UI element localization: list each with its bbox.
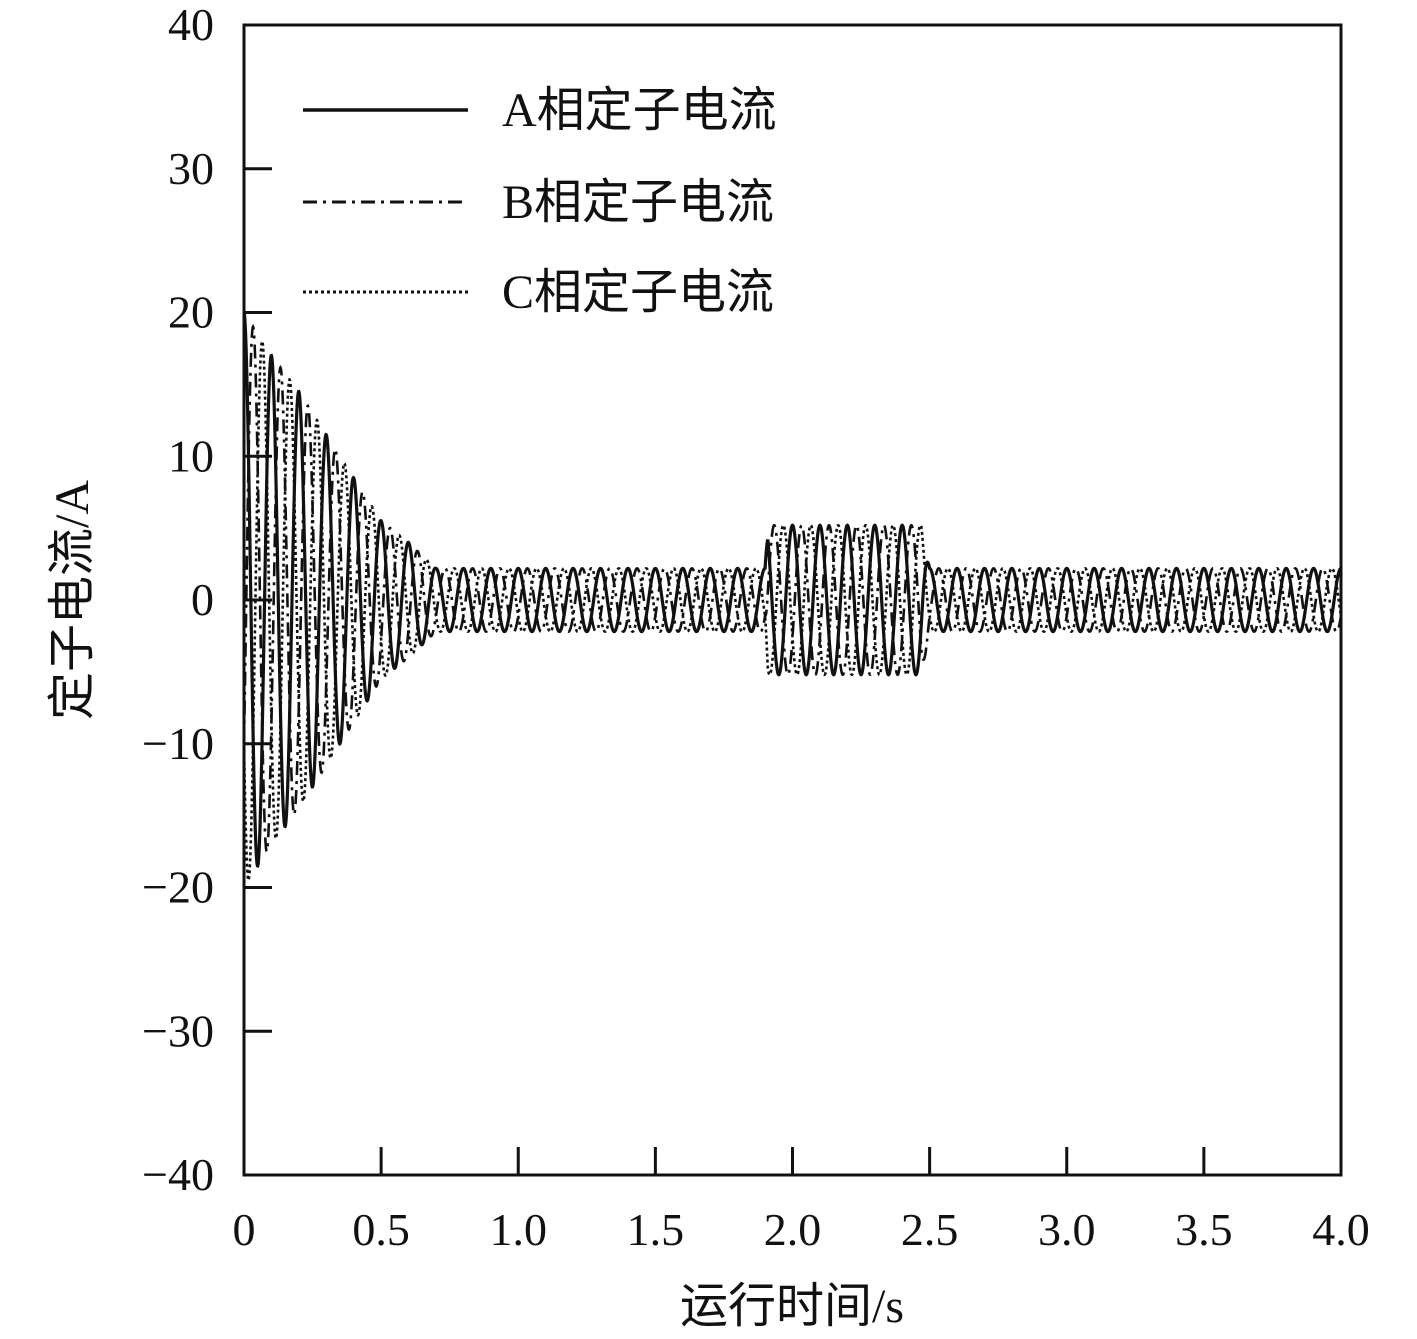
legend-label-c: C相定子电流 [502, 266, 774, 319]
x-tick-label: 0.5 [352, 1204, 410, 1255]
x-tick-label: 4.0 [1312, 1204, 1370, 1255]
y-tick-label: −20 [142, 862, 214, 913]
y-tick-label: −30 [142, 1005, 214, 1056]
y-tick-label: 40 [168, 0, 214, 50]
y-axis-label: 定子电流/A [46, 480, 99, 720]
x-tick-label: 0 [233, 1204, 256, 1255]
ticks-layer: 0 0.5 1.0 1.5 2.0 2.5 3.0 3.5 4.0 40 30 20 10 0 −10 −20… [142, 0, 1370, 1255]
x-tick-label: 2.5 [901, 1204, 959, 1255]
x-tick-label: 1.5 [627, 1204, 685, 1255]
series-line-a [242, 312, 1342, 869]
legend-label-b: B相定子电流 [502, 176, 774, 229]
legend-label-a: A相定子电流 [502, 84, 777, 137]
y-tick-label: −40 [142, 1149, 214, 1200]
y-tick-label: −10 [142, 718, 214, 769]
series-line-b [242, 323, 1343, 855]
x-tick-label: 3.5 [1175, 1204, 1233, 1255]
plot-frame [242, 23, 1343, 1177]
y-tick-label: 0 [191, 574, 214, 625]
x-tick-label: 1.0 [490, 1204, 548, 1255]
x-axis-label: 运行时间/s [680, 1280, 904, 1333]
series-layer [242, 312, 1343, 883]
y-tick-label: 20 [168, 287, 214, 338]
legend: A相定子电流 B相定子电流 C相定子电流 [303, 84, 777, 319]
x-tick-label: 3.0 [1038, 1204, 1096, 1255]
y-tick-label: 30 [168, 143, 214, 194]
y-tick-label: 10 [168, 430, 214, 481]
x-tick-label: 2.0 [764, 1204, 822, 1255]
